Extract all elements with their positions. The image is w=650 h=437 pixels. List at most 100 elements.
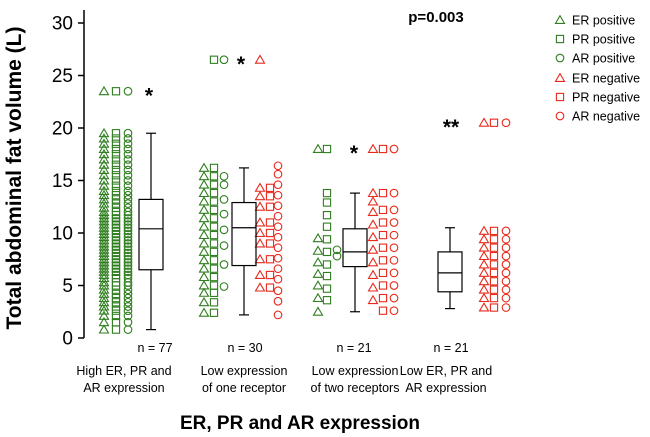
data-point-er-negative: [478, 225, 490, 235]
data-point-er-positive: [98, 250, 110, 261]
data-point-ar-negative: [501, 118, 511, 128]
data-point-er-positive: [98, 263, 110, 273]
data-point-pr-positive: [209, 272, 219, 282]
data-point-ar-negative: [389, 293, 399, 303]
data-point-ar-positive: [123, 242, 133, 251]
data-point-er-negative: [367, 143, 379, 153]
group-labels: n = 77 High ER, PR and AR expression n = 30…: [76, 341, 492, 395]
data-point-er-positive: [312, 245, 324, 255]
data-point-er-negative: [478, 302, 490, 312]
data-point-ar-positive: [123, 267, 133, 277]
data-point-er-negative: [478, 233, 490, 244]
y-ticks: 0 5 10 15 20 25 30: [52, 14, 84, 350]
y-tick-label: 15: [52, 171, 73, 192]
data-point-er-positive: [98, 169, 110, 180]
data-point-er-positive: [98, 127, 110, 138]
data-point-er-positive: [98, 247, 110, 257]
data-point-pr-positive: [111, 293, 121, 303]
data-point-pr-positive: [111, 207, 121, 217]
data-point-er-negative: [367, 294, 379, 305]
data-point-pr-negative: [265, 192, 275, 201]
data-point-pr-negative: [378, 205, 388, 215]
data-point-ar-positive: [123, 213, 133, 223]
data-point-pr-positive: [111, 186, 121, 196]
data-point-er-positive: [198, 187, 210, 198]
data-point-pr-negative: [378, 293, 388, 303]
data-point-pr-negative: [489, 235, 499, 244]
data-point-pr-positive: [209, 288, 219, 297]
legend-entry-label: AR positive: [572, 52, 635, 66]
data-point-er-positive: [198, 170, 210, 181]
data-point-er-negative: [254, 54, 266, 64]
data-point-ar-positive: [123, 217, 133, 226]
data-point-er-positive: [98, 260, 110, 270]
data-point-pr-negative: [378, 243, 388, 252]
data-point-pr-positive: [209, 55, 219, 64]
data-point-ar-positive: [123, 229, 133, 239]
data-point-er-positive: [198, 212, 210, 223]
data-point-er-positive: [98, 180, 110, 190]
data-point-er-positive: [98, 154, 110, 164]
data-point-pr-positive: [111, 306, 121, 315]
data-point-er-negative: [254, 238, 266, 248]
data-point-pr-positive: [209, 222, 219, 231]
data-point-er-positive: [98, 133, 110, 143]
data-point-pr-positive: [322, 260, 332, 269]
data-point-er-negative: [478, 250, 490, 261]
legend: ER positive PR positive AR positive ER nega…: [554, 14, 640, 124]
data-point-er-positive: [98, 185, 110, 195]
outlier-marker: **: [443, 116, 460, 139]
data-point-pr-negative: [265, 218, 275, 227]
data-point-er-positive: [198, 179, 210, 189]
data-point-ar-negative: [389, 243, 399, 253]
data-point-pr-negative: [378, 144, 388, 154]
data-point-er-positive: [98, 228, 110, 238]
data-point-ar-positive: [123, 325, 133, 334]
data-point-ar-negative: [501, 234, 511, 244]
data-point-er-positive: [98, 244, 110, 254]
data-point-ar-positive: [123, 258, 133, 267]
data-point-er-positive: [312, 143, 324, 153]
data-point-er-positive: [98, 324, 110, 334]
legend-circle-icon: [555, 53, 565, 63]
outlier-marker: *: [237, 53, 246, 76]
data-point-ar-positive: [123, 134, 133, 143]
data-point-ar-positive: [219, 241, 229, 250]
data-point-ar-positive: [123, 264, 133, 274]
data-point-er-positive: [98, 238, 110, 248]
data-point-er-negative: [254, 269, 266, 279]
outlier-marker: *: [350, 142, 359, 165]
data-point-pr-negative: [265, 239, 275, 248]
data-point-er-positive: [198, 204, 210, 214]
group-category-label: AR expression: [405, 381, 486, 395]
data-point-ar-positive: [219, 180, 229, 190]
data-point-er-positive: [98, 216, 110, 226]
data-point-pr-positive: [209, 205, 219, 215]
group-n-label: n = 30: [227, 341, 262, 355]
group-category-label: AR expression: [83, 381, 164, 395]
data-point-er-positive: [98, 164, 110, 174]
data-point-er-positive: [198, 246, 210, 256]
data-point-ar-positive: [123, 207, 133, 217]
data-point-er-negative: [254, 253, 266, 264]
data-point-pr-negative: [265, 270, 275, 280]
data-point-ar-negative: [273, 161, 283, 171]
data-point-ar-positive: [219, 171, 229, 181]
data-point-ar-positive: [123, 176, 133, 185]
data-point-pr-negative: [378, 256, 388, 265]
data-point-er-negative: [478, 284, 490, 294]
data-point-ar-negative: [273, 180, 283, 190]
y-tick-label: 10: [52, 224, 73, 245]
data-point-er-positive: [98, 253, 110, 264]
y-tick-label: 30: [52, 14, 73, 35]
data-point-ar-negative: [389, 255, 399, 265]
data-point-pr-negative: [489, 243, 499, 252]
data-point-pr-positive: [209, 214, 219, 223]
group-category-label: Low expression: [312, 364, 399, 378]
legend-square-icon: [555, 92, 565, 102]
data-point-ar-positive: [123, 254, 133, 264]
data-point-pr-positive: [322, 271, 332, 281]
legend-square-icon: [555, 34, 565, 44]
data-point-ar-positive: [123, 239, 133, 248]
data-point-pr-negative: [489, 118, 499, 127]
